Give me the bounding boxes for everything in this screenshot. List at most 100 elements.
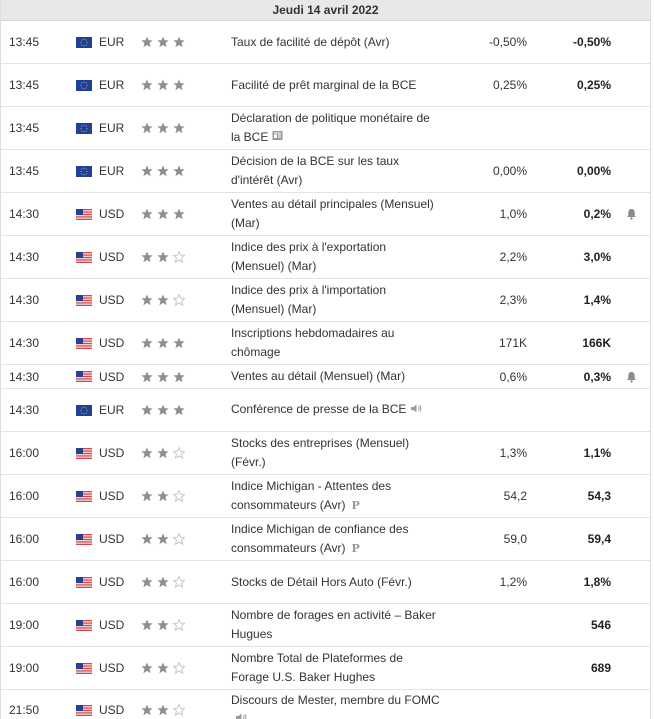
- event-name[interactable]: Indice Michigan - Attentes des consommat…: [231, 475, 441, 517]
- importance-star-icon: [141, 533, 153, 545]
- actual-value: [441, 107, 527, 149]
- event-title[interactable]: Indice des prix à l'exportation (Mensuel…: [231, 240, 387, 273]
- event-row[interactable]: 14:30 USD Ventes au détail principales (Me…: [1, 193, 650, 236]
- event-name[interactable]: Indice des prix à l'importation (Mensuel…: [231, 279, 441, 321]
- importance-star-icon: [157, 533, 169, 545]
- currency: USD: [99, 618, 125, 632]
- us-flag-icon: [76, 647, 92, 689]
- event-name[interactable]: Ventes au détail principales (Mensuel) (…: [231, 193, 441, 235]
- event-time: 14:30: [9, 250, 40, 264]
- event-name[interactable]: Discours de Mester, membre du FOMC: [231, 690, 441, 719]
- importance-star-icon: [173, 576, 185, 588]
- event-title[interactable]: Inscriptions hebdomadaires au chômage: [231, 326, 395, 359]
- event-row[interactable]: 13:45 EUR Taux de facilité de dépôt (Avr) -…: [1, 21, 650, 64]
- event-name[interactable]: Nombre de forages en activité – Baker Hu…: [231, 604, 441, 646]
- importance-star-icon: [173, 447, 185, 459]
- event-title[interactable]: Facilité de prêt marginal de la BCE: [231, 77, 417, 92]
- importance-star-icon: [173, 165, 185, 177]
- event-row[interactable]: 16:00 USD Indice Michigan de confiance des…: [1, 518, 650, 561]
- event-name[interactable]: Inscriptions hebdomadaires au chômage: [231, 322, 441, 364]
- event-title[interactable]: Stocks des entreprises (Mensuel) (Févr.): [231, 436, 410, 469]
- importance-star-icon: [173, 404, 185, 416]
- event-time: 16:00: [9, 575, 40, 589]
- event-time: 16:00: [9, 446, 40, 460]
- event-row[interactable]: 14:30 USD Indice des prix à l'exportation …: [1, 236, 650, 279]
- event-row[interactable]: 14:30 EUR Conférence de presse de la BCE: [1, 389, 650, 432]
- importance-star-icon: [173, 371, 185, 383]
- event-row[interactable]: 19:00 USD Nombre Total de Plateformes de F…: [1, 647, 650, 690]
- event-title[interactable]: Décision de la BCE sur les taux d'intérê…: [231, 154, 400, 187]
- event-name[interactable]: Indice des prix à l'exportation (Mensuel…: [231, 236, 441, 278]
- importance-star-icon: [173, 337, 185, 349]
- event-name[interactable]: Décision de la BCE sur les taux d'intérê…: [231, 150, 441, 192]
- event-title[interactable]: Conférence de presse de la BCE: [231, 402, 407, 417]
- event-name[interactable]: Ventes au détail (Mensuel) (Mar): [231, 365, 441, 388]
- event-name[interactable]: Nombre Total de Plateformes de Forage U.…: [231, 647, 441, 689]
- importance-rating: [141, 690, 193, 719]
- forecast-value: 54,3: [587, 489, 611, 503]
- importance-star-icon: [173, 251, 185, 263]
- importance-rating: [141, 64, 193, 106]
- event-name[interactable]: Stocks des entreprises (Mensuel) (Févr.): [231, 432, 441, 474]
- event-row[interactable]: 14:30 USD Indice des prix à l'importation …: [1, 279, 650, 322]
- speaker-icon[interactable]: [235, 710, 248, 719]
- event-title[interactable]: Nombre de forages en activité – Baker Hu…: [231, 608, 436, 641]
- event-row[interactable]: 13:45 EUR Facilité de prêt marginal de la …: [1, 64, 650, 107]
- event-title[interactable]: Déclaration de politique monétaire de la…: [231, 110, 430, 144]
- event-row[interactable]: 16:00 USD Indice Michigan - Attentes des c…: [1, 475, 650, 518]
- bell-icon[interactable]: [623, 193, 639, 235]
- event-row[interactable]: 14:30 USD Inscriptions hebdomadaires au ch…: [1, 322, 650, 365]
- us-flag-icon: [76, 279, 92, 321]
- event-title[interactable]: Taux de facilité de dépôt (Avr): [231, 34, 390, 49]
- forecast-value: 689: [590, 661, 611, 675]
- event-title[interactable]: Discours de Mester, membre du FOMC: [231, 692, 440, 707]
- event-row[interactable]: 13:45 EUR Déclaration de politique monétai…: [1, 107, 650, 150]
- event-row[interactable]: 16:00 USD Stocks de Détail Hors Auto (Févr…: [1, 561, 650, 604]
- event-title[interactable]: Indice Michigan de confiance des consomm…: [231, 522, 409, 555]
- us-flag-icon: [76, 236, 92, 278]
- event-row[interactable]: 21:50 USD Discours de Mester, membre du FO…: [1, 690, 650, 719]
- event-name[interactable]: Indice Michigan de confiance des consomm…: [231, 518, 441, 560]
- importance-star-icon: [157, 704, 169, 716]
- event-name[interactable]: Taux de facilité de dépôt (Avr): [231, 21, 441, 63]
- actual-value: 1,3%: [499, 446, 527, 460]
- importance-star-icon: [157, 122, 169, 134]
- event-time: 14:30: [9, 403, 40, 417]
- event-name[interactable]: Stocks de Détail Hors Auto (Févr.): [231, 561, 441, 603]
- event-title[interactable]: Indice des prix à l'importation (Mensuel…: [231, 283, 387, 316]
- document-icon[interactable]: [272, 128, 283, 147]
- actual-value: 59,0: [503, 532, 527, 546]
- importance-star-icon: [157, 294, 169, 306]
- event-time: 21:50: [9, 703, 40, 717]
- event-row[interactable]: 13:45 EUR Décision de la BCE sur les taux …: [1, 150, 650, 193]
- event-title[interactable]: Ventes au détail (Mensuel) (Mar): [231, 369, 406, 383]
- currency: USD: [99, 250, 125, 264]
- importance-star-icon: [173, 122, 185, 134]
- importance-star-icon: [157, 662, 169, 674]
- event-row[interactable]: 19:00 USD Nombre de forages en activité – …: [1, 604, 650, 647]
- importance-star-icon: [157, 576, 169, 588]
- event-name[interactable]: Déclaration de politique monétaire de la…: [231, 107, 441, 149]
- bell-icon[interactable]: [623, 365, 639, 388]
- importance-rating: [141, 647, 193, 689]
- actual-value: 1,2%: [499, 575, 527, 589]
- event-title[interactable]: Indice Michigan - Attentes des consommat…: [231, 479, 392, 512]
- forecast-value: 1,4%: [583, 293, 611, 307]
- event-title[interactable]: Nombre Total de Plateformes de Forage U.…: [231, 651, 403, 684]
- event-row[interactable]: 16:00 USD Stocks des entreprises (Mensuel)…: [1, 432, 650, 475]
- actual-value: [441, 604, 527, 646]
- currency: USD: [99, 369, 125, 384]
- event-title[interactable]: Ventes au détail principales (Mensuel) (…: [231, 197, 434, 230]
- event-title[interactable]: Stocks de Détail Hors Auto (Févr.): [231, 574, 412, 589]
- event-row[interactable]: 14:30 USD Ventes au détail (Mensuel) (Mar)…: [1, 365, 650, 389]
- speaker-icon[interactable]: [410, 401, 423, 420]
- importance-star-icon: [141, 337, 153, 349]
- importance-rating: [141, 561, 193, 603]
- importance-star-icon: [173, 533, 185, 545]
- currency: EUR: [99, 78, 125, 92]
- event-time: 19:00: [9, 661, 40, 675]
- event-name[interactable]: Facilité de prêt marginal de la BCE: [231, 64, 441, 106]
- event-name[interactable]: Conférence de presse de la BCE: [231, 389, 441, 431]
- importance-star-icon: [141, 704, 153, 716]
- importance-star-icon: [141, 662, 153, 674]
